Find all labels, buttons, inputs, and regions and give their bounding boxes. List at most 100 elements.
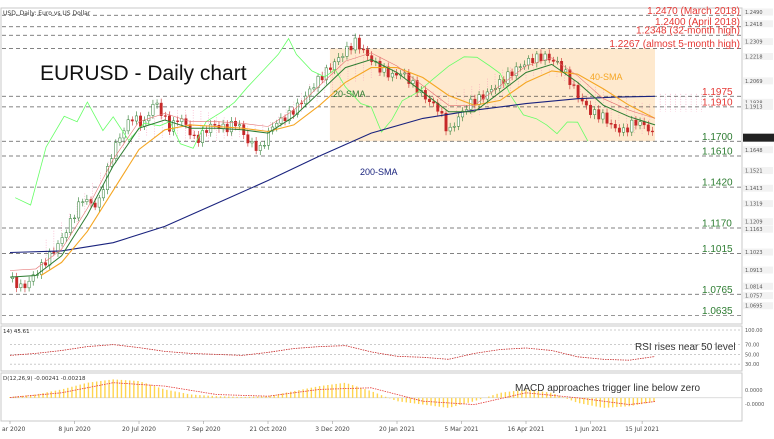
- macd-histogram-bar: [248, 396, 251, 398]
- macd-histogram-bar: [562, 397, 564, 398]
- macd-histogram-bar: [170, 390, 172, 398]
- macd-histogram-bar: [314, 386, 317, 398]
- macd-histogram-bar: [574, 397, 577, 403]
- candle-body: [353, 37, 357, 51]
- candle-body: [440, 111, 444, 114]
- macd-histogram-bar: [422, 397, 424, 405]
- macd-histogram-bar: [356, 386, 358, 398]
- macd-histogram-bar: [640, 397, 643, 405]
- macd-histogram-bar: [21, 395, 24, 398]
- date-tick-label: 16 Apr 2021: [507, 426, 544, 433]
- candle-body: [362, 48, 365, 51]
- macd-histogram-bar: [636, 397, 639, 405]
- candle-body: [159, 102, 163, 116]
- price-tick-bg: [743, 98, 773, 106]
- date-tick-label: 15 Jul 2021: [625, 426, 659, 433]
- macd-histogram-bar: [323, 385, 325, 398]
- macd-histogram-bar: [124, 380, 127, 398]
- candle-body: [452, 126, 456, 128]
- candle-body: [31, 274, 35, 282]
- candle-body: [23, 283, 27, 289]
- candle-body: [617, 127, 621, 133]
- price-tick-label: 1.1209: [745, 220, 763, 226]
- candle-body: [514, 66, 518, 76]
- price-tick-bg: [743, 184, 773, 192]
- macd-histogram-bar: [393, 397, 395, 400]
- macd-histogram-bar: [298, 390, 300, 398]
- candle-body: [40, 262, 43, 275]
- macd-histogram-bar: [417, 397, 420, 405]
- horizontal-levels: 1.2470 (March 2018)1.2400 (April 2018)1.…: [2, 6, 742, 317]
- macd-histogram-bar: [591, 397, 593, 406]
- macd-histogram-bar: [116, 379, 119, 398]
- candle-body: [44, 262, 48, 266]
- candle-body: [597, 109, 601, 120]
- macd-histogram-bar: [302, 389, 304, 398]
- level-label: 1.1975: [702, 87, 733, 98]
- price-axis: 1.24901.24181.23091.22181.20691.19381.19…: [743, 8, 774, 310]
- main-title: EURUSD - Daily chart: [40, 62, 247, 85]
- macd-histogram-bar: [587, 397, 589, 405]
- candle-body: [262, 145, 266, 147]
- date-tick-label: ar 2020: [2, 426, 26, 433]
- macd-histogram-bar: [500, 392, 502, 398]
- candle-body: [551, 59, 555, 62]
- macd-histogram-bar: [149, 384, 152, 398]
- macd-histogram-bar: [545, 392, 548, 398]
- macd-histogram-bar: [62, 388, 65, 398]
- candle-body: [366, 49, 370, 56]
- macd-histogram-bar: [141, 382, 143, 398]
- price-tick-bg: [743, 77, 773, 85]
- candle-body: [605, 112, 609, 124]
- macd-histogram-bar: [207, 395, 209, 398]
- macd-histogram-bar: [475, 397, 478, 401]
- price-tick-bg: [743, 302, 773, 310]
- candle-body: [52, 251, 56, 253]
- macd-histogram-bar: [157, 387, 160, 398]
- candle-body: [386, 66, 390, 78]
- macd-histogram-bar: [178, 392, 180, 398]
- candle-body: [101, 189, 105, 199]
- macd-histogram-bar: [488, 396, 490, 398]
- rsi-header: 14) 45.61: [3, 329, 30, 335]
- level-label: 1.2348 (32-month high): [636, 26, 740, 37]
- candle-body: [85, 199, 89, 203]
- macd-histogram-bar: [479, 397, 482, 400]
- macd-histogram-bar: [137, 380, 139, 398]
- price-tick-label: 1.1521: [745, 169, 763, 175]
- candle-body: [64, 232, 68, 238]
- macd-histogram-bar: [566, 397, 568, 399]
- level-label: 1.1910: [702, 97, 733, 108]
- candle-body: [357, 37, 361, 50]
- macd-histogram-bar: [368, 390, 370, 398]
- candle-body: [81, 201, 85, 203]
- macd-histogram-bar: [525, 389, 527, 398]
- candle-body: [456, 116, 460, 127]
- price-tick-bg: [743, 167, 773, 175]
- macd-histogram-bar: [232, 396, 234, 398]
- level-label: 1.1610: [702, 147, 733, 158]
- candle-body: [328, 67, 332, 70]
- candle-body: [27, 280, 31, 289]
- macd-histogram-bar: [405, 397, 407, 403]
- candle-body: [349, 46, 353, 51]
- candle-body: [151, 104, 155, 116]
- macd-histogram-bar: [199, 395, 201, 398]
- rsi-tick-label: 70.00: [745, 343, 759, 349]
- candle-body: [609, 123, 613, 125]
- candle-body: [547, 53, 551, 61]
- macd-histogram-bar: [521, 389, 523, 398]
- candle-body: [593, 109, 597, 115]
- macd-histogram-bar: [162, 388, 164, 398]
- macd-histogram-bar: [190, 394, 193, 398]
- candle-body: [19, 283, 23, 289]
- candle-body: [630, 119, 634, 133]
- date-tick-label: 20 Jan 2021: [379, 426, 415, 433]
- date-tick-label: 1 Jun 2021: [574, 426, 606, 433]
- price-tick-label: 1.1648: [745, 148, 763, 154]
- macd-histogram-bar: [529, 389, 531, 398]
- candle-body: [543, 53, 547, 61]
- current-price-marker: [743, 133, 774, 142]
- candle-body: [531, 58, 535, 64]
